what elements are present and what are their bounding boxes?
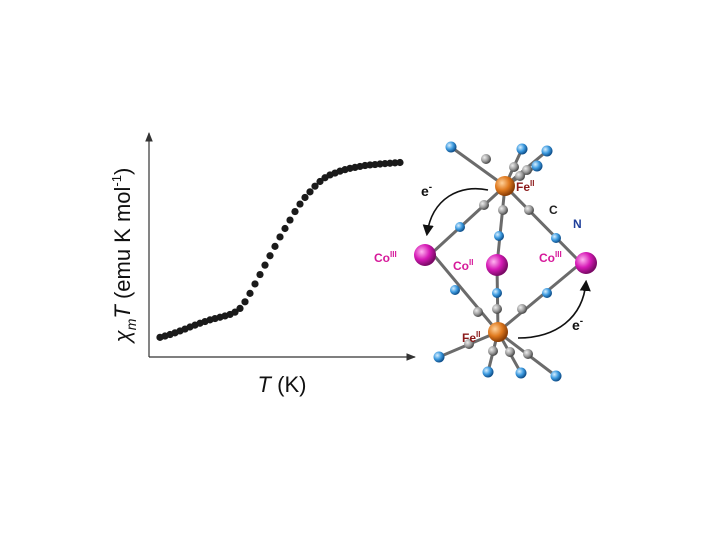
nitrogen-label: N xyxy=(573,217,582,231)
data-point xyxy=(296,200,304,208)
electron-transfer-arrow-top xyxy=(422,188,489,237)
co-center-label: CoII xyxy=(453,258,473,273)
nitrogen-atom xyxy=(433,351,445,363)
data-point xyxy=(246,289,254,297)
nitrogen-atom xyxy=(531,160,543,172)
carbon-atom xyxy=(464,339,474,349)
electron-label-bottom: e- xyxy=(572,316,583,333)
carbon-atom xyxy=(517,304,527,314)
carbon-atom xyxy=(492,304,502,314)
carbon-atom xyxy=(488,346,498,356)
nitrogen-atom xyxy=(541,145,553,157)
carbon-atom xyxy=(523,349,533,359)
data-point xyxy=(231,308,239,316)
data-point xyxy=(281,224,289,233)
cobalt-atom-left xyxy=(414,244,436,266)
co-right-label: CoIII xyxy=(539,250,562,265)
data-point xyxy=(306,188,314,196)
cobalt-atom-right xyxy=(575,252,597,274)
electron-transfer-arrow-bottom xyxy=(517,279,591,339)
iron-atom-top xyxy=(495,176,515,196)
nitrogen-atom xyxy=(516,143,528,155)
carbon-atom xyxy=(515,171,525,181)
carbon-atom xyxy=(481,154,491,164)
y-axis-title: χmT (emu K mol-1) xyxy=(109,168,139,345)
chart: T (K) χmT (emu K mol-1) xyxy=(109,132,416,397)
iron-atom-bottom xyxy=(488,322,508,342)
nitrogen-atom xyxy=(482,366,494,378)
electron-label-top: e- xyxy=(421,182,432,199)
nitrogen-atom xyxy=(494,231,504,241)
data-point xyxy=(251,280,259,288)
cobalt-atom-center xyxy=(486,254,508,276)
data-point xyxy=(291,207,299,216)
carbon-atom xyxy=(479,200,489,210)
data-point xyxy=(271,242,279,250)
data-point xyxy=(301,193,309,202)
nitrogen-atom xyxy=(492,288,502,298)
fe-bottom-label: FeII xyxy=(462,330,480,345)
carbon-label: C xyxy=(549,203,558,217)
data-point xyxy=(261,261,269,269)
nitrogen-atom xyxy=(542,288,552,298)
nitrogen-atom xyxy=(515,367,527,379)
nitrogen-atom xyxy=(550,370,562,382)
data-point xyxy=(256,270,264,279)
carbon-atom xyxy=(509,162,519,172)
data-point xyxy=(396,158,404,167)
data-point xyxy=(276,233,284,241)
data-points xyxy=(156,158,404,341)
nitrogen-atom xyxy=(551,233,561,243)
carbon-atoms xyxy=(464,154,534,359)
carbon-atom xyxy=(524,205,534,215)
data-point xyxy=(241,298,249,306)
carbon-atom xyxy=(522,165,532,175)
data-point xyxy=(236,304,244,312)
carbon-atom xyxy=(473,307,483,317)
x-axis-title: T (K) xyxy=(258,372,307,397)
nitrogen-atom xyxy=(455,222,465,232)
carbon-atom xyxy=(498,205,508,215)
fe-top-label: FeII xyxy=(516,179,534,194)
data-point xyxy=(311,182,319,190)
nitrogen-atom xyxy=(445,141,457,153)
nitrogen-atoms xyxy=(433,141,562,382)
carbon-atom xyxy=(505,347,515,357)
molecule-diagram: FeII FeII CoIII CoII CoIII C N e- e- xyxy=(374,141,597,382)
data-point xyxy=(286,216,294,224)
data-point xyxy=(316,177,324,186)
co-left-label: CoIII xyxy=(374,250,397,265)
nitrogen-atom xyxy=(450,285,460,295)
data-point xyxy=(266,252,274,260)
